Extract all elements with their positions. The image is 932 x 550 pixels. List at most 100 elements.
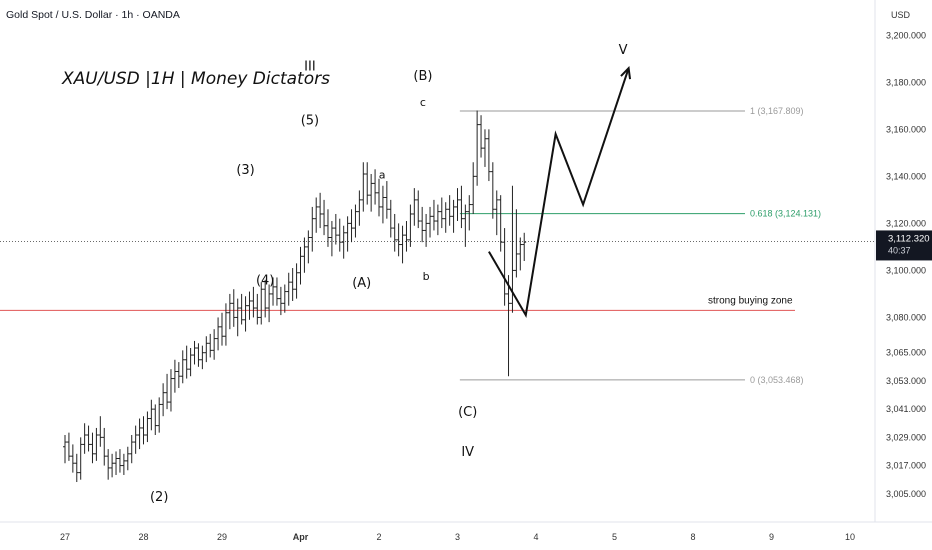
candle: [247, 291, 252, 320]
candle: [302, 237, 307, 273]
candle: [271, 277, 276, 306]
price-tick-label: 3,053.000: [886, 376, 926, 386]
candle: [455, 188, 460, 222]
candle: [102, 427, 107, 466]
wave-label: (3): [236, 163, 254, 178]
candle: [149, 399, 154, 431]
wave-label: (C): [458, 405, 477, 420]
candle: [208, 333, 213, 358]
candle: [424, 213, 429, 247]
candle: [227, 293, 232, 330]
candle: [204, 336, 209, 363]
candle: [168, 369, 173, 412]
candle: [369, 174, 374, 212]
candle: [318, 192, 323, 229]
candle: [467, 195, 472, 231]
time-tick-label: 27: [60, 532, 70, 542]
candle: [176, 362, 181, 388]
candle: [420, 206, 425, 243]
projection-arrowhead: [620, 66, 632, 80]
candle: [212, 329, 217, 360]
candle: [396, 223, 401, 257]
candle: [384, 181, 389, 219]
candle: [365, 162, 370, 205]
candle: [180, 350, 185, 384]
wave-label: (A): [352, 276, 371, 291]
candle: [459, 185, 464, 229]
candle: [114, 451, 119, 475]
candle: [506, 275, 511, 377]
price-axis-panel[interactable]: [875, 0, 932, 522]
candle: [290, 268, 295, 301]
time-axis-panel[interactable]: [0, 522, 932, 550]
candle: [353, 204, 358, 238]
price-tick-label: 3,080.000: [886, 312, 926, 322]
candles: [63, 110, 527, 483]
candle: [471, 162, 476, 214]
candle: [165, 373, 170, 410]
candle: [345, 216, 350, 252]
candle: [416, 190, 421, 229]
projection-line: [488, 67, 630, 318]
wave-label: (4): [256, 274, 274, 289]
fib-level-label: 0.618 (3,124.131): [750, 209, 821, 219]
current-price-tag: 3,112.320 40:37: [876, 230, 932, 261]
candle: [259, 282, 264, 325]
candle: [388, 199, 393, 238]
price-axis-ticks: 3,200.000 3,180.000 3,160.000 3,140.000 3,12…: [886, 30, 926, 499]
wave-label: V: [619, 43, 628, 58]
candle: [341, 225, 346, 259]
candle: [98, 416, 103, 447]
candle: [522, 232, 527, 261]
currency-label: USD: [891, 10, 911, 20]
candle: [274, 277, 279, 306]
time-tick-label: 3: [455, 532, 460, 542]
candle: [518, 237, 523, 271]
candle: [106, 449, 111, 480]
symbol-info: Gold Spot / U.S. Dollar · 1h · OANDA: [6, 9, 180, 21]
candle: [70, 444, 75, 473]
candle: [333, 213, 338, 245]
candle: [243, 296, 248, 332]
fib-level-label: 0 (3,053.468): [750, 375, 804, 385]
fib-level-label: 1 (3,167.809): [750, 106, 804, 116]
wave-label: c: [420, 96, 426, 109]
candle: [133, 425, 138, 454]
candle: [86, 425, 91, 452]
time-tick-label: 28: [138, 532, 148, 542]
candle: [514, 209, 519, 278]
wave-labels: (2) (3) (4) (5) III (A) a (B) c b (C) IV V: [150, 43, 628, 505]
candle: [329, 221, 334, 257]
candle: [196, 343, 201, 367]
candle: [216, 317, 221, 351]
time-tick-label: 5: [612, 532, 617, 542]
candle: [408, 204, 413, 247]
price-tick-label: 3,100.000: [886, 265, 926, 275]
time-tick-label: 29: [217, 532, 227, 542]
wave-label: (2): [150, 490, 168, 505]
candle: [494, 190, 499, 236]
candle: [184, 345, 189, 379]
price-tick-label: 3,017.000: [886, 461, 926, 471]
candle: [161, 383, 166, 417]
candle: [431, 199, 436, 231]
price-tick-label: 3,029.000: [886, 432, 926, 442]
candle: [110, 453, 115, 478]
chart-title: XAU/USD |1H | Money Dictators: [61, 69, 330, 89]
time-tick-label: 9: [769, 532, 774, 542]
candle: [129, 435, 134, 464]
price-tick-label: 3,005.000: [886, 489, 926, 499]
candle: [349, 209, 354, 243]
wave-label: a: [379, 169, 386, 182]
price-tick-label: 3,041.000: [886, 404, 926, 414]
wave-label: (5): [301, 114, 319, 129]
time-tick-label: 8: [690, 532, 695, 542]
candle: [314, 197, 319, 233]
candle: [141, 416, 146, 445]
buying-zone-label: strong buying zone: [708, 295, 793, 306]
candle: [404, 221, 409, 252]
wave-label: (B): [413, 69, 432, 84]
candle: [94, 427, 99, 461]
